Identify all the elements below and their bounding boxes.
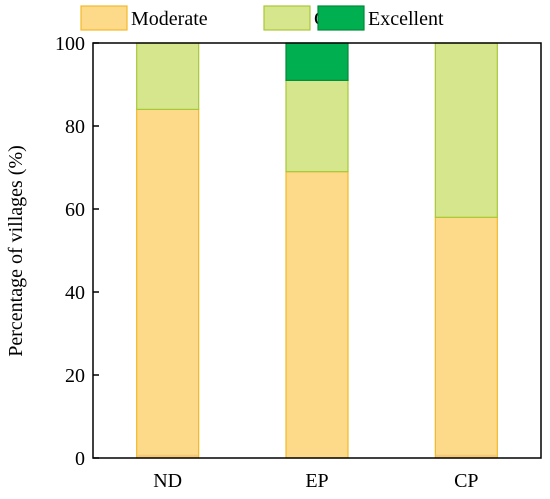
- bar-nd-base-segment: [137, 454, 199, 458]
- bar-ep-excellent: [285, 42, 349, 81]
- bar-ep-moderate: [285, 171, 349, 459]
- x-tick-label: CP: [454, 470, 478, 492]
- y-axis-label: Percentage of villages (%): [5, 145, 27, 357]
- bar-cp-moderate: [434, 216, 498, 459]
- x-axis: ND EP CP: [153, 470, 478, 492]
- x-tick-label: ND: [153, 470, 182, 492]
- legend: ModerateGoodExcellent: [80, 5, 444, 31]
- bar-cp-base-segment: [435, 454, 497, 458]
- bar-nd-good: [136, 42, 200, 111]
- y-tick-label: 20: [65, 365, 85, 387]
- bar-nd-moderate: [136, 108, 200, 459]
- y-tick-label: 60: [65, 199, 85, 221]
- y-tick-label: 40: [65, 282, 85, 304]
- plot-frame: [92, 42, 542, 459]
- y-tick-label: 100: [55, 33, 85, 55]
- legend-label-excellent: Excellent: [368, 8, 444, 30]
- legend-swatch-good: [263, 5, 311, 31]
- bars: [136, 42, 498, 459]
- y-tick-label: 0: [75, 448, 85, 470]
- legend-swatch-excellent: [317, 5, 365, 31]
- y-axis: 0 20 40 60 80 100: [55, 33, 99, 470]
- legend-swatch-moderate: [80, 5, 128, 31]
- bar-cp-good: [434, 42, 498, 218]
- bar-ep-good: [285, 79, 349, 173]
- y-tick-label: 80: [65, 116, 85, 138]
- legend-label-moderate: Moderate: [131, 8, 208, 30]
- x-tick-label: EP: [305, 470, 328, 492]
